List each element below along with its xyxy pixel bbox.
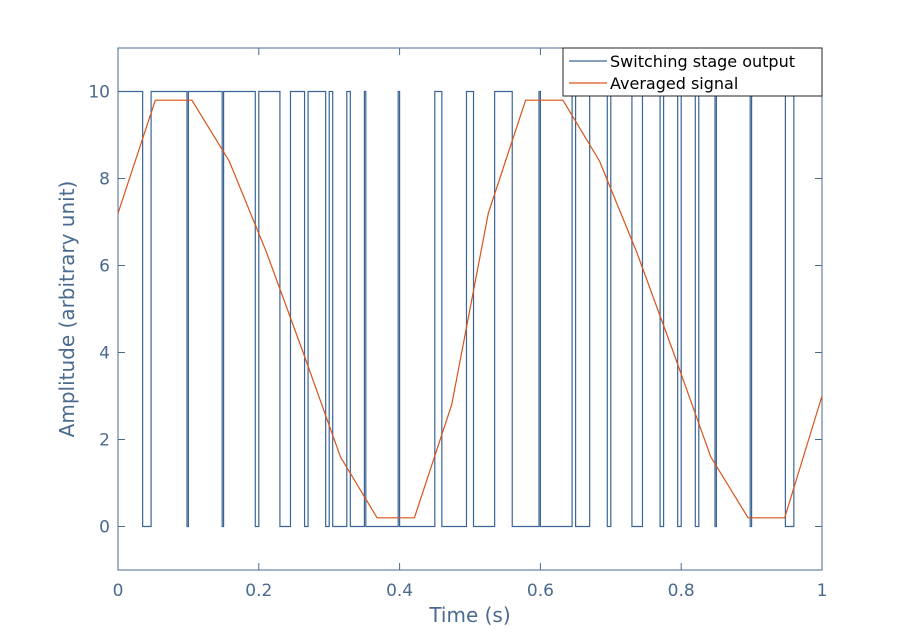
x-axis-title: Time (s) bbox=[428, 603, 510, 627]
x-tick-label: 0.8 bbox=[668, 581, 695, 601]
x-tick-label: 0 bbox=[113, 581, 124, 601]
y-axis-title: Amplitude (arbitrary unit) bbox=[55, 181, 79, 438]
x-tick-label: 0.6 bbox=[527, 581, 554, 601]
legend: Switching stage output Averaged signal bbox=[562, 47, 823, 97]
x-tick-label: 0.2 bbox=[245, 581, 272, 601]
x-tick-label: 0.4 bbox=[386, 581, 413, 601]
y-tick-label: 10 bbox=[88, 83, 110, 103]
legend-box bbox=[562, 47, 823, 97]
y-tick-label: 8 bbox=[99, 170, 110, 190]
legend-label-1: Averaged signal bbox=[610, 74, 738, 93]
legend-label-0: Switching stage output bbox=[610, 52, 795, 71]
y-tick-label: 6 bbox=[99, 257, 110, 277]
y-tick-label: 2 bbox=[99, 431, 110, 451]
x-tick-label: 1 bbox=[817, 581, 828, 601]
y-tick-label: 4 bbox=[99, 344, 110, 364]
y-tick-label: 0 bbox=[99, 518, 110, 538]
series-line-1 bbox=[117, 99, 823, 519]
